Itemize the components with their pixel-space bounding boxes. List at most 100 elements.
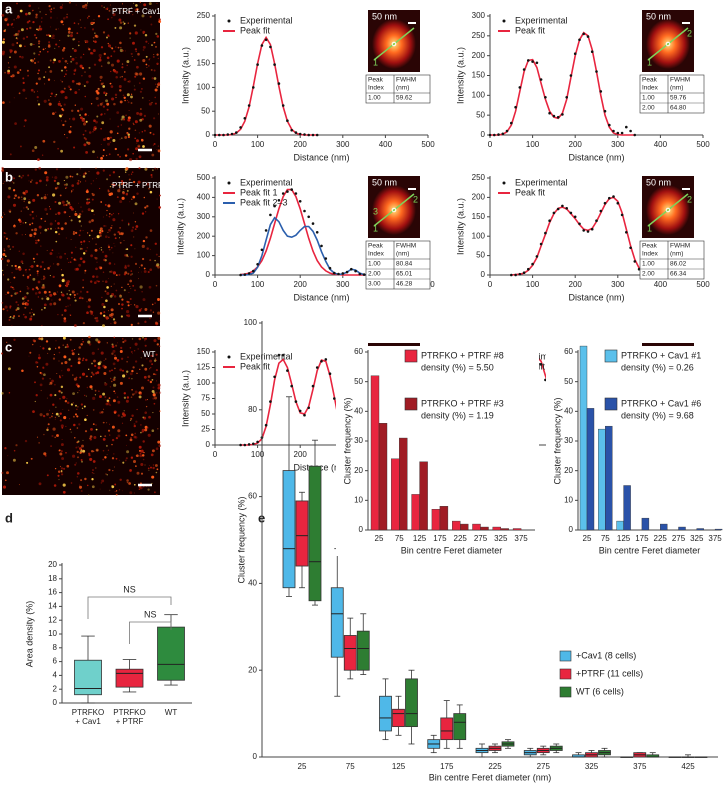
- image-spot: [39, 371, 42, 374]
- image-spot: [136, 192, 139, 196]
- inset-marker-label: 1: [373, 223, 378, 233]
- data-point: [277, 199, 281, 202]
- inset-scale-label: 50 nm: [372, 11, 397, 21]
- image-spot: [115, 436, 119, 440]
- image-spot: [50, 227, 52, 230]
- image-spot: [19, 69, 22, 71]
- image-spot: [129, 468, 132, 472]
- image-spot: [126, 64, 128, 67]
- image-spot: [15, 291, 19, 295]
- image-spot: [35, 37, 38, 39]
- image-spot: [45, 184, 47, 186]
- image-spot: [127, 304, 130, 307]
- image-spot: [9, 56, 11, 59]
- image-spot: [65, 15, 69, 19]
- image-spot: [88, 494, 90, 496]
- image-spot: [130, 93, 133, 95]
- image-spot: [103, 52, 106, 56]
- image-spot: [147, 42, 149, 44]
- table-cell: 1.00: [368, 261, 381, 268]
- image-spot: [147, 433, 151, 437]
- image-spot: [6, 259, 10, 263]
- image-spot: [141, 244, 145, 248]
- image-spot: [13, 97, 15, 99]
- image-spot: [64, 59, 68, 63]
- image-spot: [115, 96, 117, 99]
- image-spot: [38, 442, 40, 444]
- image-spot: [72, 454, 76, 458]
- image-spot: [159, 345, 161, 347]
- image-spot: [63, 103, 66, 106]
- image-spot: [133, 212, 134, 214]
- image-spot: [64, 73, 67, 76]
- image-spot: [138, 488, 141, 491]
- image-spot: [111, 380, 113, 383]
- image-spot: [151, 449, 155, 453]
- image-spot: [9, 316, 12, 318]
- image-spot: [82, 252, 86, 255]
- image-spot: [6, 341, 8, 343]
- bar: [660, 523, 668, 531]
- image-spot: [102, 149, 105, 151]
- data-point: [247, 443, 251, 446]
- image-spot: [46, 297, 50, 301]
- image-spot: [78, 41, 80, 43]
- data-point: [578, 38, 581, 42]
- image-spot: [103, 371, 107, 376]
- image-spot: [104, 435, 107, 437]
- image-spot: [128, 109, 130, 112]
- image-spot: [3, 248, 6, 250]
- data-point: [556, 115, 560, 119]
- image-spot: [130, 244, 133, 247]
- data-point: [290, 128, 294, 132]
- y-tick-label: 0: [53, 698, 58, 707]
- image-spot: [57, 211, 61, 215]
- image-spot: [136, 372, 138, 375]
- image-spot: [24, 315, 28, 319]
- image-spot: [147, 375, 151, 378]
- image-spot: [74, 231, 78, 235]
- data-point: [311, 222, 315, 225]
- data-point: [612, 129, 615, 133]
- image-spot: [106, 137, 110, 140]
- image-spot: [119, 350, 123, 353]
- y-axis-label: Cluster frequency (%): [552, 397, 562, 484]
- image-spot: [58, 298, 62, 301]
- data-point: [281, 192, 285, 195]
- image-spot: [158, 18, 161, 21]
- data-point: [222, 133, 225, 137]
- image-spot: [49, 293, 53, 297]
- data-point: [620, 131, 624, 135]
- image-spot: [43, 76, 46, 79]
- image-spot: [29, 317, 33, 321]
- image-spot: [132, 152, 134, 155]
- data-point: [531, 60, 534, 63]
- image-spot: [59, 398, 61, 400]
- image-spot: [110, 322, 112, 325]
- table-header: Index: [368, 251, 385, 258]
- image-spot: [45, 455, 47, 457]
- image-spot: [95, 338, 99, 342]
- image-spot: [149, 368, 151, 370]
- image-spot: [98, 248, 101, 250]
- image-spot: [31, 288, 35, 291]
- image-spot: [45, 71, 47, 73]
- table-header: Peak: [642, 77, 658, 84]
- image-spot: [94, 364, 97, 368]
- data-point: [290, 188, 294, 191]
- image-spot: [154, 259, 156, 262]
- data-point: [260, 44, 264, 47]
- data-point: [286, 369, 289, 372]
- y-tick-label: 8: [53, 643, 58, 652]
- image-spot: [128, 377, 131, 380]
- fit-line: [490, 31, 635, 136]
- image-spot: [51, 299, 53, 301]
- image-spot: [39, 383, 43, 387]
- image-spot: [108, 370, 111, 373]
- image-spot: [59, 255, 63, 259]
- image-spot: [133, 88, 136, 91]
- data-point: [269, 45, 272, 49]
- image-spot: [156, 468, 159, 471]
- image-spot: [116, 196, 119, 199]
- image-spot: [93, 359, 96, 363]
